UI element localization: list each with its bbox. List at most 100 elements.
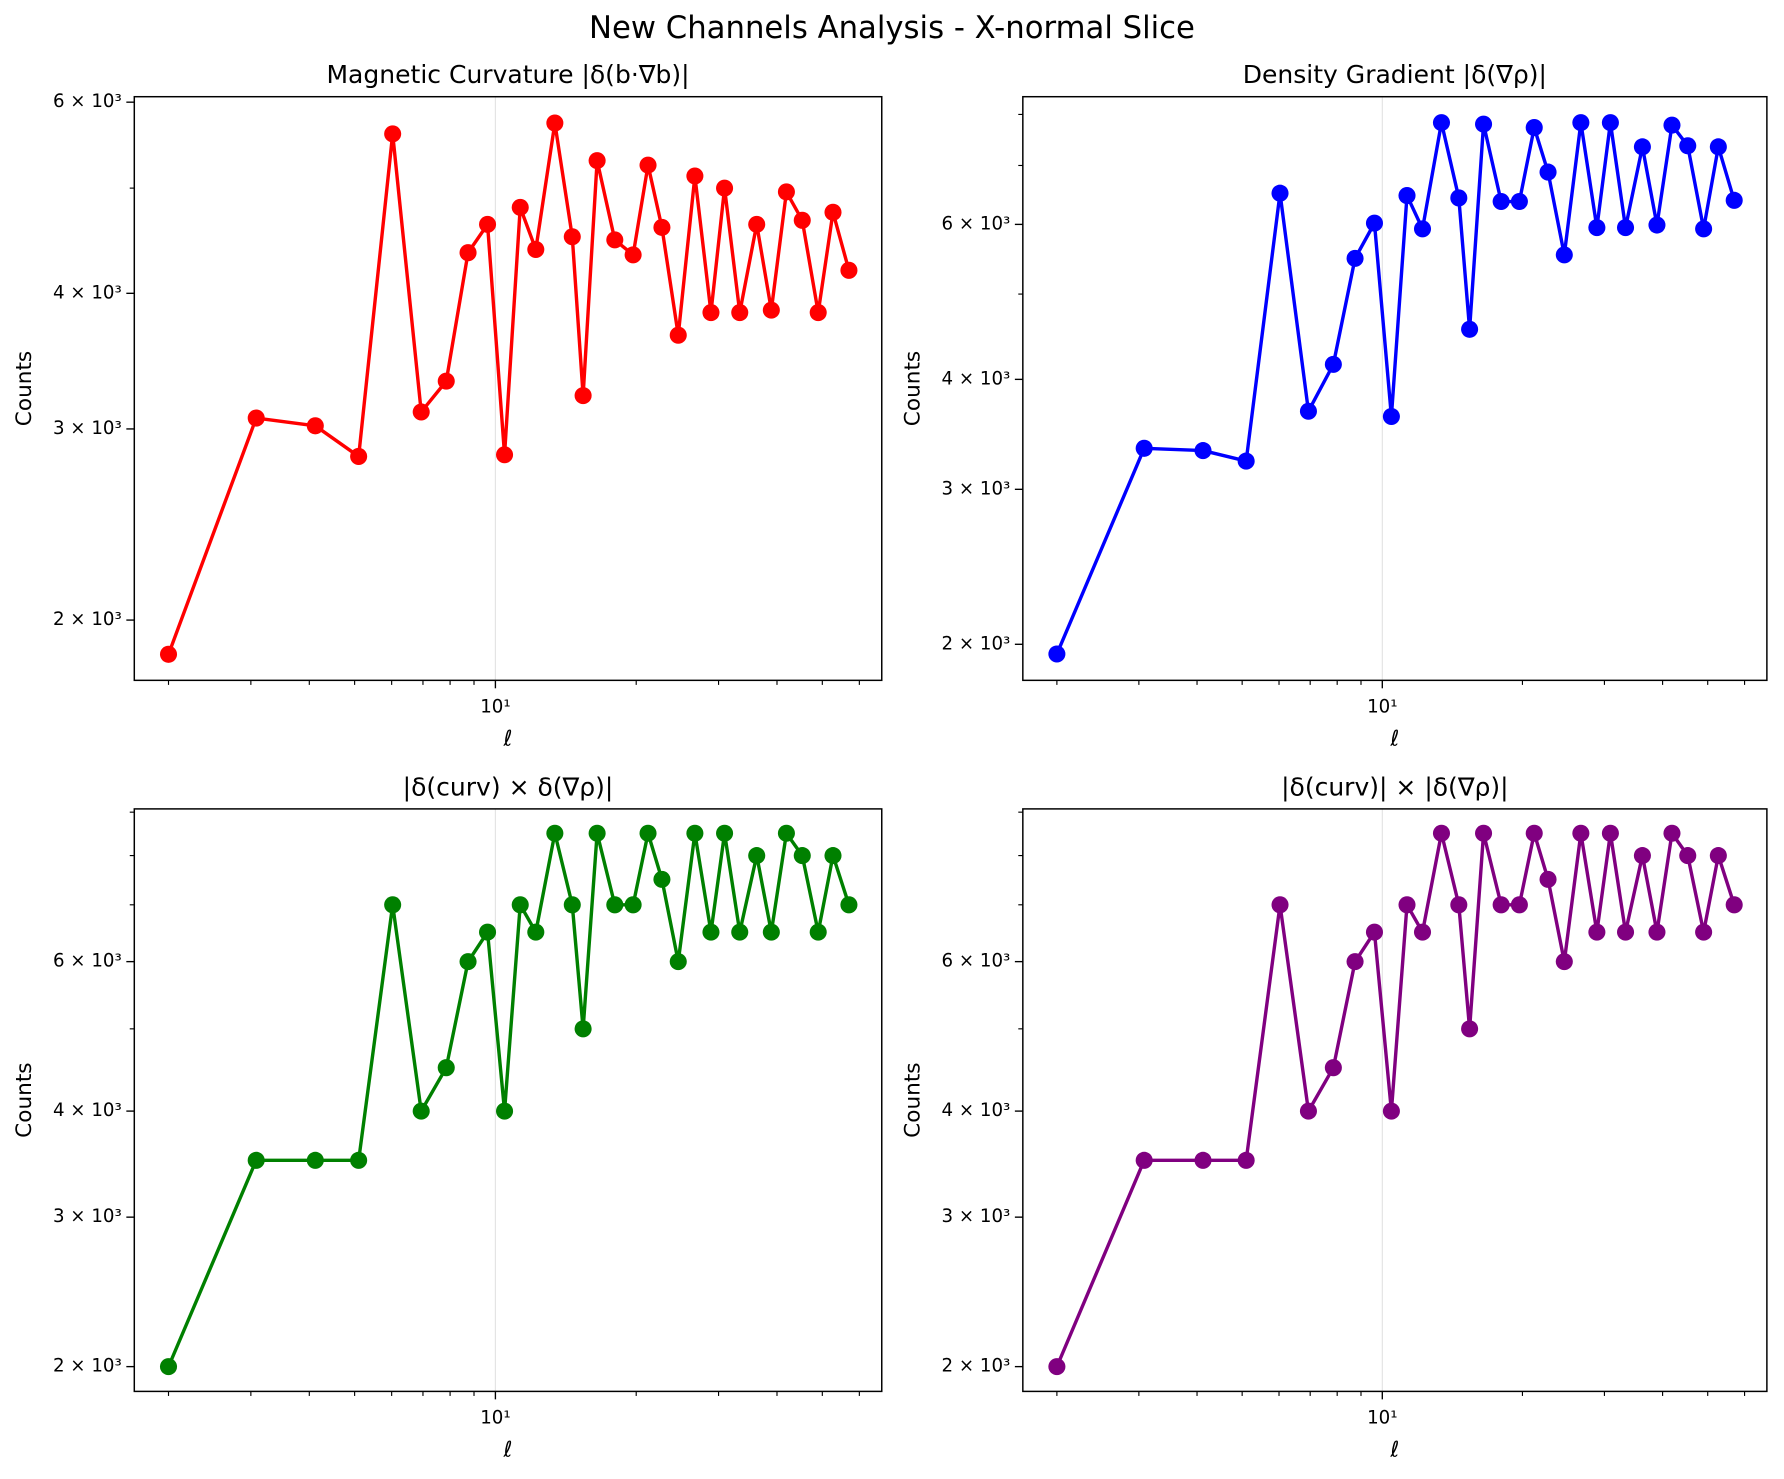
data-point [574, 387, 592, 405]
y-axis-label: Counts [901, 1062, 926, 1137]
data-point [1725, 191, 1743, 209]
data-point [437, 1059, 455, 1077]
data-point [574, 1020, 592, 1038]
data-point [479, 215, 497, 233]
data-point [527, 240, 545, 258]
y-tick-label: 6 × 10³ [942, 951, 1011, 972]
data-point [496, 1102, 514, 1120]
data-point [511, 198, 529, 216]
data-point [702, 304, 720, 322]
y-tick-label: 3 × 10³ [942, 478, 1011, 499]
data-point [1648, 216, 1666, 234]
data-point [459, 244, 477, 262]
y-tick-label: 2 × 10³ [53, 1356, 122, 1377]
data-point [653, 870, 671, 888]
data-point [762, 301, 780, 319]
data-point [1194, 442, 1212, 460]
data-point [159, 1358, 178, 1376]
data-point [1346, 953, 1364, 971]
data-point [1194, 1151, 1212, 1169]
data-point [350, 447, 368, 465]
data-point [1413, 220, 1432, 238]
data-point [1709, 847, 1727, 865]
axes-frame [1022, 95, 1768, 682]
data-point [1398, 187, 1416, 205]
data-point [1601, 114, 1619, 132]
y-tick-label: 3 × 10³ [53, 418, 122, 439]
x-axis-label: ℓ [1389, 1438, 1399, 1463]
data-point [1588, 219, 1606, 237]
data-point [1475, 115, 1493, 133]
y-tick-label: 2 × 10³ [942, 1356, 1011, 1377]
y-tick-label: 6 × 10³ [53, 91, 122, 112]
data-point [824, 203, 842, 221]
data-point [731, 923, 749, 941]
data-point [511, 896, 529, 914]
data-point [306, 417, 324, 435]
data-point [840, 896, 858, 914]
data-point [1346, 249, 1364, 267]
data-point [793, 847, 811, 865]
y-tick-label: 4 × 10³ [942, 368, 1011, 389]
data-point [716, 179, 734, 197]
data-point [527, 923, 545, 941]
data-point [1432, 114, 1451, 132]
data-point [809, 304, 827, 322]
data-point [1572, 824, 1590, 842]
data-point [384, 125, 402, 143]
x-axis-label: ℓ [503, 726, 513, 751]
data-point [306, 1151, 324, 1169]
data-point [1709, 138, 1727, 156]
data-point [702, 923, 720, 941]
data-point [1398, 896, 1416, 914]
data-point [653, 218, 671, 236]
data-point [1382, 1102, 1400, 1120]
data-point [1725, 896, 1743, 914]
data-point [1616, 219, 1635, 237]
data-point [1679, 137, 1697, 155]
data-point [412, 403, 430, 421]
data-point [1271, 184, 1289, 202]
data-point [563, 228, 581, 246]
data-point [1695, 220, 1713, 238]
data-point [777, 183, 795, 201]
data-point [669, 326, 687, 344]
data-point [639, 824, 657, 842]
data-point [1539, 163, 1557, 181]
data-point [1135, 1151, 1153, 1169]
data-point [412, 1102, 430, 1120]
data-point [809, 923, 827, 941]
y-axis-label: Counts [12, 351, 37, 426]
data-point [1679, 847, 1697, 865]
axes-frame [133, 95, 883, 682]
data-point [1135, 439, 1153, 457]
data-point [350, 1151, 368, 1169]
data-point [762, 923, 780, 941]
data-point [1365, 214, 1383, 232]
data-point [1237, 1151, 1255, 1169]
data-point [1450, 896, 1468, 914]
data-point [247, 409, 265, 427]
data-point [1365, 923, 1383, 941]
x-axis-label: ℓ [1389, 726, 1399, 751]
x-tick-label: 10¹ [480, 1408, 510, 1429]
data-point [1324, 355, 1342, 373]
data-point [1572, 114, 1590, 132]
data-point [1271, 896, 1289, 914]
data-point [686, 167, 704, 185]
x-tick-label: 10¹ [1367, 697, 1397, 718]
data-point [546, 824, 564, 842]
data-point [588, 152, 606, 170]
y-axis-label: Counts [12, 1062, 37, 1137]
x-tick-label: 10¹ [480, 697, 510, 718]
data-point [1663, 116, 1681, 134]
data-point [824, 847, 842, 865]
data-point [546, 114, 564, 132]
y-tick-label: 2 × 10³ [53, 609, 122, 630]
subplot-title: Density Gradient |δ(∇ρ)| [1243, 60, 1547, 89]
data-point [1601, 824, 1619, 842]
data-point [1237, 452, 1255, 470]
y-tick-label: 3 × 10³ [53, 1206, 122, 1227]
data-point [1461, 1020, 1479, 1038]
